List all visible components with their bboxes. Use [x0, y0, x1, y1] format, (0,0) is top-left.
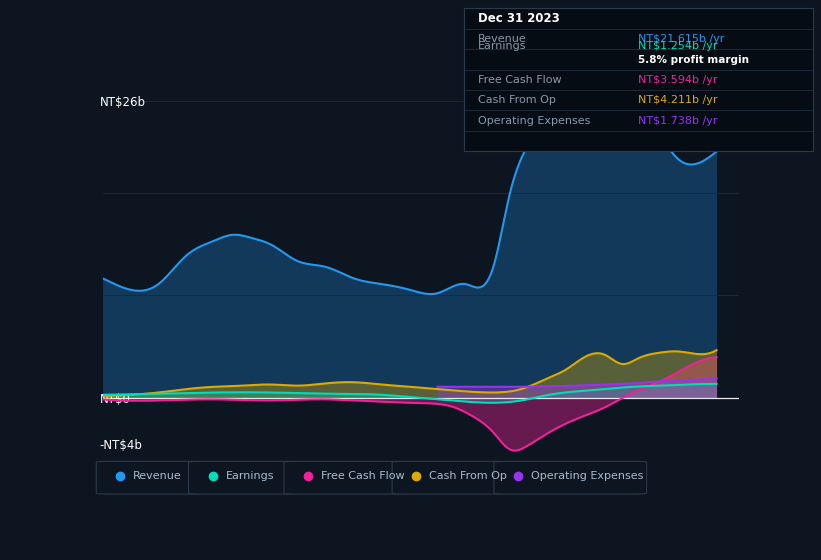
FancyBboxPatch shape — [189, 461, 300, 494]
Text: Free Cash Flow: Free Cash Flow — [478, 75, 562, 85]
Text: 5.8% profit margin: 5.8% profit margin — [639, 55, 750, 66]
FancyBboxPatch shape — [284, 461, 408, 494]
Text: NT$4.211b /yr: NT$4.211b /yr — [639, 95, 718, 105]
Text: Revenue: Revenue — [478, 34, 526, 44]
Text: NT$21.615b /yr: NT$21.615b /yr — [639, 34, 725, 44]
Text: Revenue: Revenue — [133, 471, 182, 481]
Text: Earnings: Earnings — [478, 41, 526, 51]
Text: NT$3.594b /yr: NT$3.594b /yr — [639, 75, 718, 85]
Text: Cash From Op: Cash From Op — [478, 95, 556, 105]
Text: Free Cash Flow: Free Cash Flow — [321, 471, 405, 481]
Text: NT$1.254b /yr: NT$1.254b /yr — [639, 41, 718, 51]
Text: Dec 31 2023: Dec 31 2023 — [478, 12, 560, 25]
FancyBboxPatch shape — [96, 461, 204, 494]
FancyBboxPatch shape — [392, 461, 507, 494]
FancyBboxPatch shape — [494, 461, 647, 494]
Text: Earnings: Earnings — [226, 471, 274, 481]
Text: Operating Expenses: Operating Expenses — [478, 115, 590, 125]
Text: Cash From Op: Cash From Op — [429, 471, 507, 481]
Text: NT$1.738b /yr: NT$1.738b /yr — [639, 115, 718, 125]
Text: Operating Expenses: Operating Expenses — [531, 471, 643, 481]
